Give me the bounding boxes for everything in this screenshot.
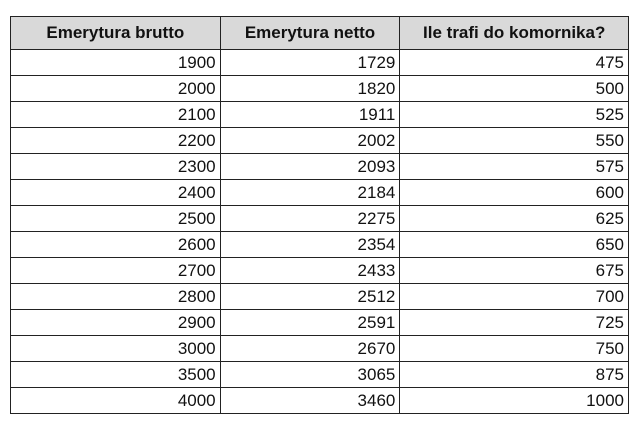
cell-gross: 1900 (10, 49, 221, 76)
header-gross-pension: Emerytura brutto (10, 16, 221, 50)
cell-bailiff: 575 (399, 153, 629, 180)
cell-bailiff: 1000 (399, 387, 629, 414)
cell-bailiff: 500 (399, 75, 629, 102)
cell-gross: 2900 (10, 309, 221, 336)
table-row: 4000 3460 1000 (10, 387, 629, 414)
cell-gross: 2700 (10, 257, 221, 284)
cell-gross: 2100 (10, 101, 221, 128)
cell-gross: 2200 (10, 127, 221, 154)
cell-gross: 3000 (10, 335, 221, 362)
cell-bailiff: 725 (399, 309, 629, 336)
table-row: 2400 2184 600 (10, 179, 629, 206)
cell-net: 1729 (219, 49, 401, 76)
cell-net: 3065 (219, 361, 401, 388)
table-row: 1900 1729 475 (10, 49, 629, 76)
table-row: 2100 1911 525 (10, 101, 629, 128)
table-row: 3000 2670 750 (10, 335, 629, 362)
cell-bailiff: 675 (399, 257, 629, 284)
cell-bailiff: 550 (399, 127, 629, 154)
table-row: 2000 1820 500 (10, 75, 629, 102)
cell-gross: 2600 (10, 231, 221, 258)
cell-gross: 3500 (10, 361, 221, 388)
table-row: 2200 2002 550 (10, 127, 629, 154)
cell-net: 2184 (219, 179, 401, 206)
cell-bailiff: 875 (399, 361, 629, 388)
cell-net: 3460 (219, 387, 401, 414)
cell-net: 2670 (219, 335, 401, 362)
table-row: 2600 2354 650 (10, 231, 629, 258)
table-row: 2900 2591 725 (10, 309, 629, 336)
table-row: 3500 3065 875 (10, 361, 629, 388)
cell-gross: 2400 (10, 179, 221, 206)
cell-net: 2591 (219, 309, 401, 336)
cell-gross: 2500 (10, 205, 221, 232)
cell-gross: 2300 (10, 153, 221, 180)
cell-gross: 2800 (10, 283, 221, 310)
table-row: 2300 2093 575 (10, 153, 629, 180)
cell-net: 1820 (219, 75, 401, 102)
cell-bailiff: 625 (399, 205, 629, 232)
cell-net: 2002 (219, 127, 401, 154)
cell-bailiff: 650 (399, 231, 629, 258)
cell-net: 2093 (219, 153, 401, 180)
cell-bailiff: 700 (399, 283, 629, 310)
cell-net: 2354 (219, 231, 401, 258)
cell-bailiff: 600 (399, 179, 629, 206)
cell-bailiff: 525 (399, 101, 629, 128)
cell-gross: 4000 (10, 387, 221, 414)
header-row: Emerytura brutto Emerytura netto Ile tra… (10, 16, 629, 50)
table-row: 2700 2433 675 (10, 257, 629, 284)
cell-net: 2433 (219, 257, 401, 284)
cell-net: 2275 (219, 205, 401, 232)
table-row: 2800 2512 700 (10, 283, 629, 310)
cell-bailiff: 750 (399, 335, 629, 362)
cell-gross: 2000 (10, 75, 221, 102)
cell-net: 1911 (219, 101, 401, 128)
pension-table: Emerytura brutto Emerytura netto Ile tra… (10, 16, 629, 414)
cell-bailiff: 475 (399, 49, 629, 76)
header-net-pension: Emerytura netto (219, 16, 401, 50)
header-bailiff-amount: Ile trafi do komornika? (399, 16, 629, 50)
cell-net: 2512 (219, 283, 401, 310)
table-row: 2500 2275 625 (10, 205, 629, 232)
